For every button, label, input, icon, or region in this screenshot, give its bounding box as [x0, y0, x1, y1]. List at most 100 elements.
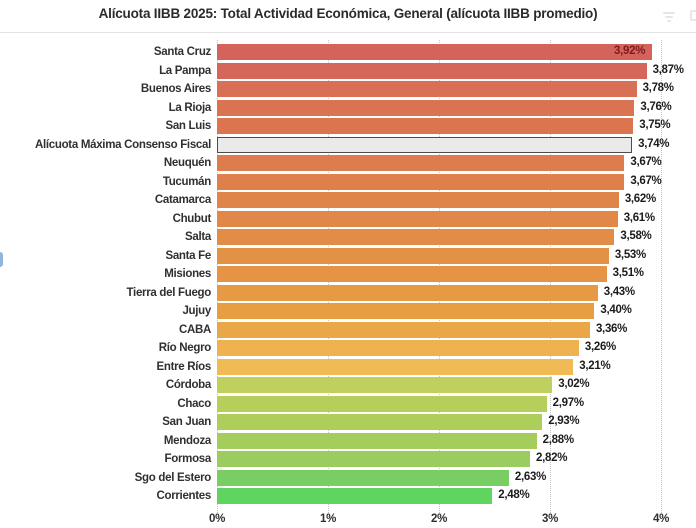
category-label: Tucumán: [162, 175, 211, 188]
bar-row: Sgo del Estero 2,63%: [0, 469, 696, 488]
category-label: La Pampa: [159, 64, 211, 77]
bar[interactable]: [217, 99, 635, 116]
category-label: Chubut: [172, 212, 212, 225]
category-label: San Luis: [165, 120, 211, 133]
value-label: 2,93%: [548, 415, 580, 428]
bar-row: Tucumán 3,67%: [0, 173, 696, 192]
bar[interactable]: [217, 358, 574, 375]
bar-row: Río Negro 3,26%: [0, 339, 696, 358]
bar[interactable]: [217, 340, 579, 357]
category-label: Sgo del Estero: [134, 471, 212, 484]
x-tick-label: 1%: [319, 513, 337, 525]
bar[interactable]: [217, 247, 609, 264]
chart-title: Alícuota IIBB 2025: Total Actividad Econ…: [98, 6, 598, 21]
bar-track: 2,88%: [217, 432, 661, 449]
value-label: 3,21%: [579, 359, 611, 372]
value-label: 3,67%: [630, 156, 662, 169]
value-label: 3,62%: [624, 193, 656, 206]
value-label: 3,43%: [603, 285, 635, 298]
category-label: Entre Ríos: [156, 360, 211, 373]
bar-chart: Santa Cruz 3,92% La Pampa 3,87% Buenos Aires…: [0, 34, 696, 528]
bar[interactable]: [217, 44, 653, 61]
bar-track: 2,97%: [217, 395, 661, 412]
bar[interactable]: [217, 377, 553, 394]
value-label: 3,75%: [639, 119, 671, 132]
value-label: 3,67%: [630, 174, 662, 187]
bar[interactable]: [217, 414, 543, 431]
value-label: 3,26%: [584, 341, 616, 354]
bar-row: Córdoba 3,02%: [0, 376, 696, 395]
bar-track: 2,93%: [217, 414, 661, 431]
bar-track: 3,58%: [217, 229, 661, 246]
bar[interactable]: [217, 118, 634, 135]
bar-track: 3,53%: [217, 247, 661, 264]
value-label: 3,74%: [638, 137, 670, 150]
bar[interactable]: [217, 173, 625, 190]
value-label: 2,88%: [542, 433, 574, 446]
bar-row: Alícuota Máxima Consenso Fiscal 3,74%: [0, 136, 696, 155]
value-label: 2,63%: [514, 470, 547, 483]
bar-row: La Rioja 3,76%: [0, 99, 696, 118]
x-tick-label: 0%: [208, 513, 226, 525]
category-label: Córdoba: [165, 379, 211, 392]
modebar: [662, 10, 696, 22]
bar-track: 3,21%: [217, 358, 661, 375]
category-label: Corrientes: [156, 490, 211, 503]
value-label: 3,78%: [642, 82, 674, 95]
bar-row: Santa Cruz 3,92%: [0, 43, 696, 62]
bar[interactable]: [217, 469, 509, 486]
category-label: Santa Cruz: [153, 46, 211, 59]
bar-row: La Pampa 3,87%: [0, 62, 696, 81]
bar[interactable]: [217, 229, 615, 246]
bar-row: CABA 3,36%: [0, 321, 696, 340]
bar[interactable]: [217, 62, 647, 79]
bar-row: Chaco 2,97%: [0, 395, 696, 414]
bar-row: San Luis 3,75%: [0, 117, 696, 136]
bar[interactable]: [217, 303, 595, 320]
bar-track: 3,36%: [217, 321, 661, 338]
partial-toolbar-icon[interactable]: [690, 10, 696, 21]
bar-row: Santa Fe 3,53%: [0, 247, 696, 266]
bar[interactable]: [217, 451, 531, 468]
category-label: Río Negro: [158, 342, 212, 355]
bar[interactable]: [217, 210, 618, 227]
bar[interactable]: [217, 81, 637, 98]
bar-track: 3,67%: [217, 155, 662, 172]
bar-row: Misiones 3,51%: [0, 265, 696, 284]
value-label: 2,48%: [498, 489, 530, 502]
x-axis: 0% 1% 2% 3% 4%: [209, 513, 669, 528]
category-label: Mendoza: [163, 434, 211, 447]
reference-bar[interactable]: [217, 136, 633, 153]
bar-row: Entre Ríos 3,21%: [0, 358, 696, 377]
bar-track: 2,82%: [217, 451, 661, 468]
bar-track: 3,40%: [217, 303, 661, 320]
x-tick-label: 3%: [541, 513, 559, 525]
filter-icon[interactable]: [662, 10, 676, 22]
bar-track: 3,43%: [217, 284, 661, 301]
category-label: Formosa: [164, 453, 212, 466]
bar[interactable]: [217, 321, 590, 338]
value-label: 3,87%: [652, 63, 684, 76]
bar[interactable]: [217, 266, 607, 283]
clipped-scroll-artifact: [0, 252, 3, 267]
bar[interactable]: [217, 155, 625, 172]
value-label: 3,36%: [595, 322, 628, 335]
category-label: Misiones: [164, 268, 211, 281]
bar-row: Chubut 3,61%: [0, 210, 696, 229]
category-label: Santa Fe: [165, 249, 211, 262]
bar-track: 3,75%: [217, 118, 671, 135]
bar-row: Tierra del Fuego 3,43%: [0, 284, 696, 303]
value-label: 3,51%: [612, 267, 644, 280]
bar[interactable]: [217, 395, 547, 412]
x-tick-label: 2%: [430, 513, 448, 525]
bar[interactable]: [217, 284, 598, 301]
bar-track: 3,02%: [217, 377, 661, 394]
category-label: Neuquén: [163, 157, 211, 170]
bar[interactable]: [217, 192, 619, 209]
bar-track: 3,61%: [217, 210, 661, 227]
bar[interactable]: [217, 432, 537, 449]
value-label: 3,92%: [614, 45, 646, 58]
bar[interactable]: [217, 488, 493, 505]
category-label: CABA: [178, 323, 211, 336]
bar-track: 2,48%: [217, 488, 661, 505]
